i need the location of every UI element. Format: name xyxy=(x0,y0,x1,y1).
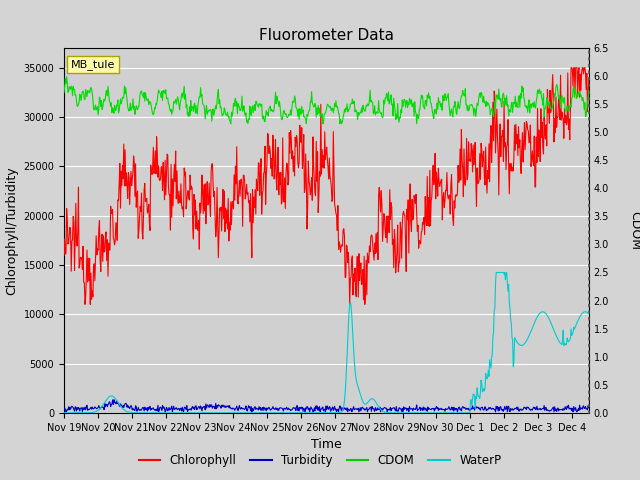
Y-axis label: CDOM: CDOM xyxy=(628,211,640,250)
Text: MB_tule: MB_tule xyxy=(71,59,115,70)
Legend: Chlorophyll, Turbidity, CDOM, WaterP: Chlorophyll, Turbidity, CDOM, WaterP xyxy=(134,449,506,472)
Title: Fluorometer Data: Fluorometer Data xyxy=(259,28,394,43)
Y-axis label: Chlorophyll/Turbidity: Chlorophyll/Turbidity xyxy=(5,166,18,295)
X-axis label: Time: Time xyxy=(311,438,342,451)
